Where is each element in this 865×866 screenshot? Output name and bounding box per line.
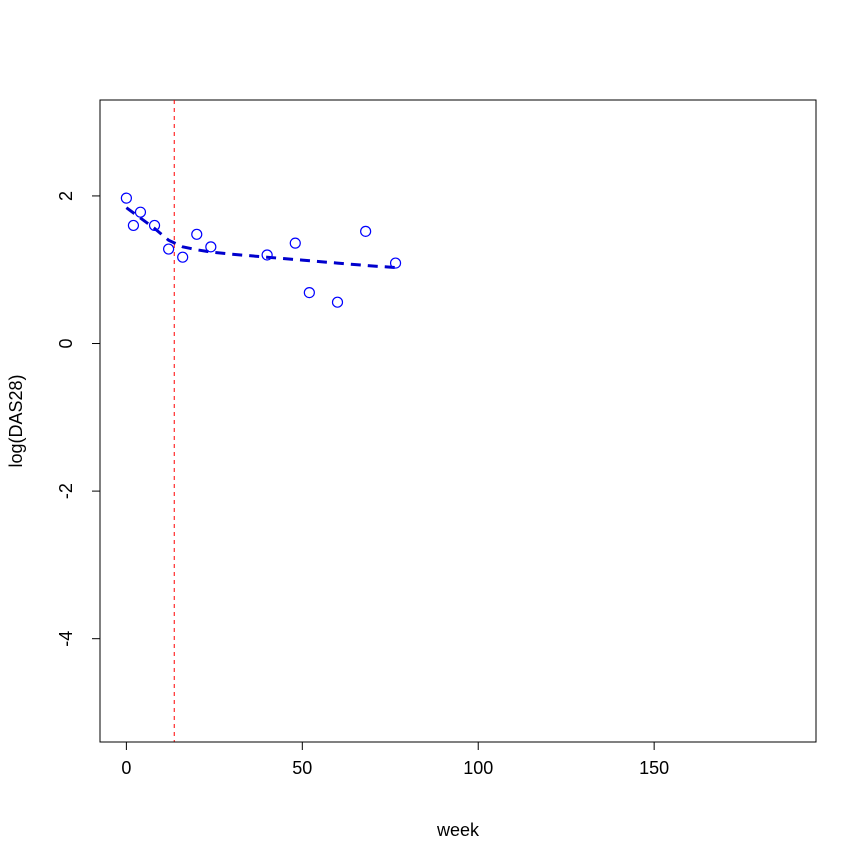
data-points bbox=[120, 192, 402, 308]
y-tick-label: 2 bbox=[56, 191, 76, 201]
data-point bbox=[289, 237, 301, 249]
data-point bbox=[205, 241, 217, 253]
data-point bbox=[163, 243, 175, 255]
data-point bbox=[120, 192, 132, 204]
data-point bbox=[191, 228, 203, 240]
y-tick-label: -4 bbox=[56, 631, 76, 647]
data-point bbox=[389, 257, 402, 269]
y-tick-label: -2 bbox=[56, 483, 76, 499]
data-point bbox=[177, 251, 189, 263]
y-axis-label: log(DAS28) bbox=[6, 374, 26, 467]
data-point bbox=[303, 287, 315, 299]
x-axis: 0 50 100 150 bbox=[121, 741, 669, 778]
data-point bbox=[331, 296, 344, 308]
x-tick-label: 100 bbox=[463, 758, 493, 778]
x-tick-label: 50 bbox=[292, 758, 312, 778]
fitted-lines bbox=[125, 206, 396, 269]
data-point bbox=[360, 225, 372, 237]
x-axis-label: week bbox=[436, 820, 480, 840]
data-point bbox=[261, 249, 273, 261]
fitted-line bbox=[125, 206, 396, 269]
data-point bbox=[148, 219, 161, 232]
y-axis: -4 -2 0 2 bbox=[56, 191, 101, 647]
data-point bbox=[127, 219, 140, 232]
x-tick-label: 150 bbox=[639, 758, 669, 778]
y-tick-label: 0 bbox=[56, 339, 76, 349]
data-point bbox=[134, 206, 147, 218]
plot-frame bbox=[99, 99, 817, 743]
x-tick-label: 0 bbox=[121, 758, 131, 778]
